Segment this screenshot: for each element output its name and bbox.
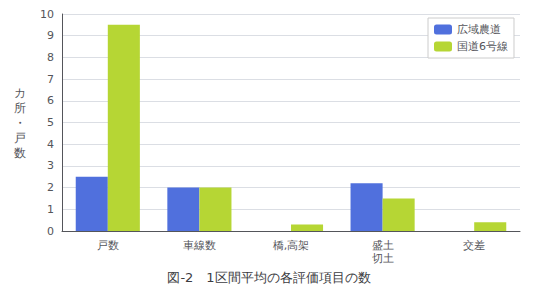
svg-text:2: 2: [47, 181, 54, 194]
svg-text:1: 1: [47, 203, 54, 216]
svg-text:橋,高架: 橋,高架: [273, 239, 310, 252]
svg-text:9: 9: [47, 29, 54, 42]
svg-text:数: 数: [14, 146, 26, 160]
svg-text:4: 4: [47, 138, 54, 151]
svg-text:8: 8: [47, 51, 54, 64]
svg-text:国道6号線: 国道6号線: [457, 40, 508, 53]
svg-text:10: 10: [40, 8, 54, 21]
svg-text:7: 7: [47, 73, 54, 86]
svg-text:0: 0: [47, 225, 54, 238]
svg-text:5: 5: [47, 116, 54, 129]
svg-text:切土: 切土: [372, 252, 394, 265]
svg-text:所: 所: [14, 101, 26, 115]
svg-text:車線数: 車線数: [183, 239, 216, 252]
svg-text:6: 6: [47, 94, 54, 107]
svg-text:広域農道: 広域農道: [457, 23, 501, 36]
svg-text:戸数: 戸数: [97, 239, 119, 252]
svg-text:戸: 戸: [14, 131, 26, 145]
svg-text:盛土: 盛土: [372, 239, 394, 252]
svg-text:・: ・: [14, 116, 26, 130]
svg-text:交差: 交差: [463, 239, 485, 252]
svg-text:3: 3: [47, 159, 54, 172]
svg-text:図-2 1区間平均の各評価項目の数: 図-2 1区間平均の各評価項目の数: [167, 270, 370, 285]
svg-text:カ: カ: [14, 86, 26, 100]
